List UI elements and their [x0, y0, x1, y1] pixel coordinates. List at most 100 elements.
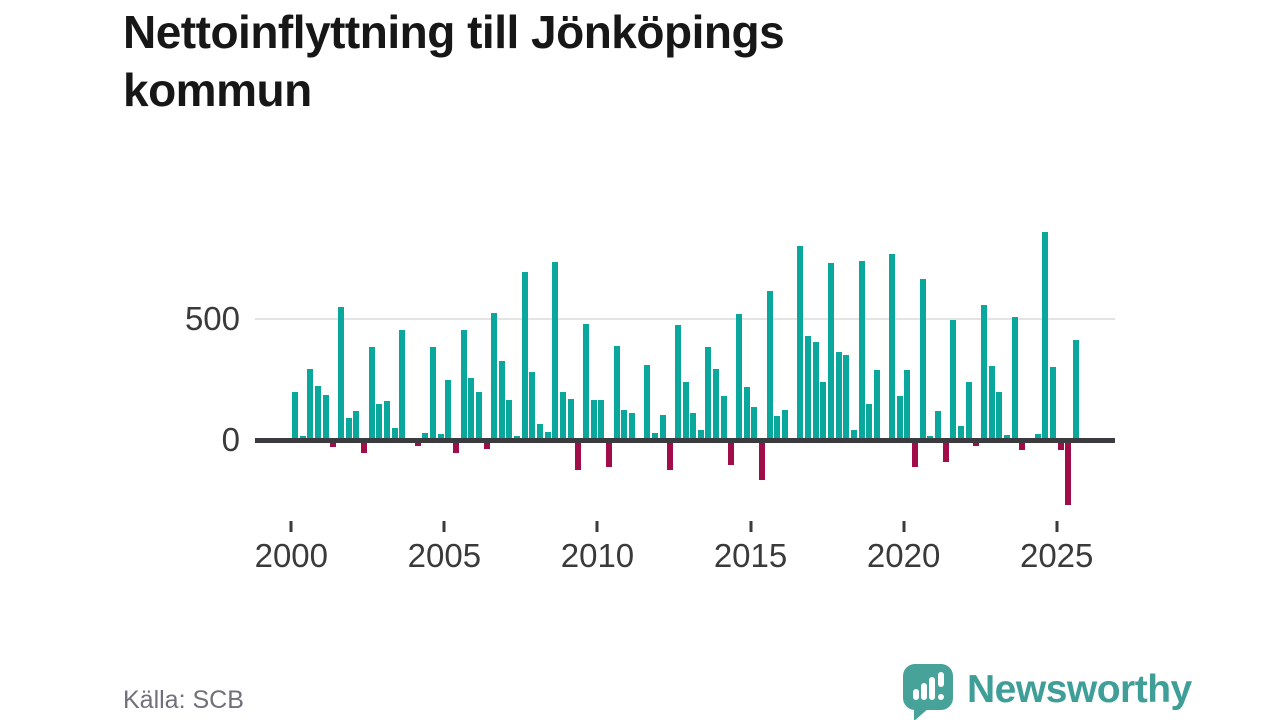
x-axis-label-2000: 2000 [254, 537, 329, 574]
bar-2008-q1 [537, 424, 544, 440]
bar-2021-q3 [950, 320, 957, 440]
source-note: Källa: SCB [123, 686, 244, 714]
bar-2019-q1 [873, 369, 880, 440]
bar-2010-q2 [605, 440, 612, 467]
bar-2009-q3 [583, 323, 589, 440]
bar-2020-q1 [904, 369, 911, 440]
bar-2012-q3 [674, 325, 681, 441]
bar-2020-q3 [919, 279, 926, 440]
bar-2018-q4 [866, 403, 873, 440]
bar-2022-q3 [981, 304, 987, 440]
bar-2022-q1 [965, 381, 972, 440]
bar-2014-q1 [720, 396, 727, 440]
bar-2001-q2 [330, 440, 337, 448]
bar-2022-q4 [988, 366, 995, 440]
bar-2019-q4 [896, 396, 903, 440]
x-axis-tick-2020 [902, 521, 906, 532]
bar-2001-q4 [345, 418, 352, 440]
bar-2002-q2 [361, 440, 367, 454]
x-axis-label-2020: 2020 [866, 537, 941, 574]
newsworthy-logo: Newsworthy [903, 664, 1192, 720]
bar-2003-q3 [399, 329, 406, 440]
bar-2013-q2 [697, 430, 704, 440]
bar-2025-q2 [1065, 440, 1072, 506]
bar-2016-q4 [804, 335, 811, 440]
bar-2002-q4 [376, 403, 383, 440]
bar-2004-q1 [414, 440, 421, 446]
bar-2004-q3 [429, 346, 436, 440]
speech-bubble-tail [914, 708, 929, 720]
bar-2011-q4 [651, 432, 658, 440]
bar-2014-q3 [736, 314, 743, 440]
bar-2014-q4 [743, 386, 750, 440]
bar-2015-q2 [759, 440, 765, 480]
bar-2005-q4 [468, 378, 475, 440]
x-axis-tick-2010 [595, 521, 599, 532]
bar-2017-q1 [812, 342, 819, 440]
bar-2011-q3 [644, 365, 651, 440]
bar-2022-q2 [973, 440, 980, 446]
bar-2018-q1 [843, 355, 850, 440]
bar-2006-q3 [491, 312, 498, 440]
bar-2008-q3 [552, 262, 559, 440]
logo-bar-large [929, 677, 935, 700]
bar-2009-q1 [567, 398, 574, 440]
bar-2007-q1 [506, 400, 513, 440]
bar-2021-q4 [958, 425, 964, 440]
bar-2000-q3 [307, 368, 314, 440]
bar-2015-q1 [751, 407, 758, 440]
bar-2002-q1 [353, 411, 360, 440]
logo-bar-medium [921, 683, 927, 700]
bar-2009-q2 [575, 440, 582, 471]
bar-2013-q4 [713, 368, 720, 440]
bar-2003-q1 [384, 401, 390, 440]
x-axis-tick-2005 [442, 521, 446, 532]
x-axis-label-2015: 2015 [713, 537, 788, 574]
x-axis-label-2010: 2010 [560, 537, 635, 574]
bar-2012-q2 [667, 440, 674, 471]
bar-2001-q1 [322, 395, 329, 440]
bar-2000-q1 [292, 391, 299, 440]
bar-2011-q1 [628, 413, 635, 440]
bar-2013-q1 [690, 413, 697, 440]
x-axis-zero-line [255, 437, 1115, 443]
bar-2002-q3 [368, 346, 375, 440]
bar-2005-q3 [460, 329, 467, 440]
bar-2018-q3 [858, 260, 865, 440]
bar-2013-q3 [705, 346, 712, 440]
bar-2001-q3 [338, 306, 345, 440]
bar-2004-q2 [422, 432, 429, 440]
bar-2006-q4 [498, 361, 505, 440]
x-axis-tick-2025 [1055, 521, 1059, 532]
gridline-500 [255, 318, 1115, 320]
x-axis-label-2025: 2025 [1019, 537, 1094, 574]
bar-2000-q4 [315, 385, 322, 440]
chart-title: Nettoinflyttning till Jönköpings kommun [123, 6, 785, 116]
bar-2024-q2 [1034, 433, 1041, 440]
x-axis-label-2005: 2005 [407, 537, 482, 574]
logo-exclamation-dot [938, 694, 944, 700]
bar-2017-q4 [835, 351, 842, 440]
bar-2025-q3 [1072, 339, 1079, 440]
bar-2007-q4 [529, 372, 536, 440]
bar-2016-q3 [797, 246, 804, 440]
bar-2015-q4 [774, 415, 781, 440]
bar-2006-q1 [475, 391, 482, 440]
speech-bubble-bar-chart-icon [903, 664, 953, 720]
bar-2012-q1 [659, 414, 666, 440]
bar-2023-q3 [1011, 316, 1018, 440]
bar-2023-q1 [996, 391, 1003, 440]
bar-2016-q1 [782, 409, 788, 441]
x-axis-tick-2000 [289, 521, 293, 532]
logo-bar-small [913, 689, 919, 700]
bar-2020-q2 [912, 440, 919, 467]
y-axis-label-0: 0 [221, 421, 240, 458]
bar-2008-q4 [560, 391, 566, 440]
bar-2025-q1 [1057, 440, 1064, 450]
bar-2010-q1 [598, 400, 605, 440]
y-axis-label-500: 500 [184, 300, 240, 337]
bar-2004-q4 [437, 433, 444, 440]
bar-2019-q3 [889, 253, 896, 440]
bar-2015-q3 [766, 291, 773, 440]
